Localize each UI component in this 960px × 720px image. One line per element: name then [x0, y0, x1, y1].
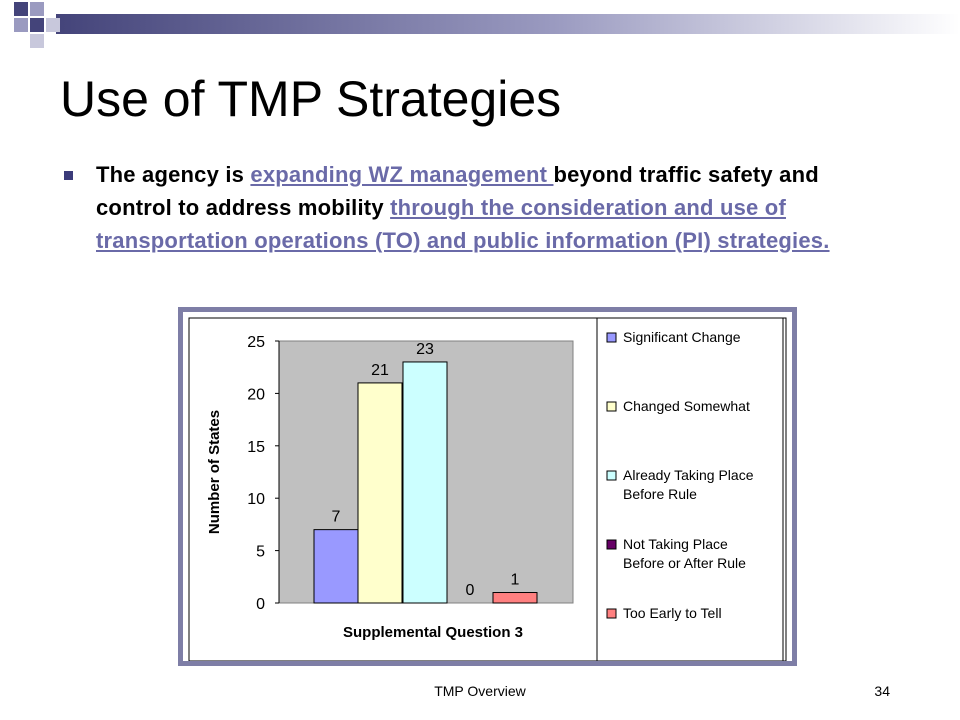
- legend-label: Already Taking Place: [623, 467, 754, 483]
- data-label: 7: [332, 509, 341, 526]
- link-expanding-wz-management[interactable]: expanding WZ management: [250, 162, 554, 187]
- legend-label-line2: Before or After Rule: [623, 555, 746, 571]
- bullet-text: The agency is expanding WZ management be…: [96, 158, 880, 257]
- y-tick-label: 25: [247, 334, 265, 351]
- page-number: 34: [874, 683, 890, 699]
- legend-label: Significant Change: [623, 329, 741, 345]
- legend-swatch: [606, 470, 617, 481]
- data-label: 1: [511, 572, 520, 589]
- x-axis-label: Supplemental Question 3: [343, 624, 523, 641]
- y-tick-label: 10: [247, 491, 265, 508]
- bullet-point: The agency is expanding WZ management be…: [60, 158, 880, 257]
- slide-title: Use of TMP Strategies: [60, 71, 562, 127]
- bullet-text-part2: beyond traffic safety and control to add…: [96, 162, 819, 220]
- legend-label: Changed Somewhat: [623, 398, 750, 414]
- legend-swatch: [606, 608, 617, 619]
- bullet-marker-icon: [64, 171, 73, 180]
- legend-box: [596, 317, 784, 661]
- legend-label-line2: Before Rule: [623, 486, 697, 502]
- chart-frame: 0 5 10 15 20 25 7 21 23 0 1 Supplemental Question 3…: [178, 307, 797, 666]
- y-tick-label: 0: [256, 596, 265, 613]
- footer-title: TMP Overview: [434, 683, 526, 699]
- bar: [357, 382, 403, 604]
- legend-swatch: [606, 332, 617, 343]
- legend-label: Too Early to Tell: [623, 605, 722, 621]
- legend-swatch: [606, 539, 617, 550]
- bar: [402, 361, 448, 604]
- y-tick-label: 15: [247, 439, 265, 456]
- y-axis-label: Number of States: [206, 410, 223, 534]
- data-label: 23: [416, 341, 434, 358]
- bullet-text-part1: The agency is: [96, 162, 251, 187]
- data-label: 21: [371, 362, 389, 379]
- y-tick-label: 5: [256, 544, 265, 561]
- bar-chart: 0 5 10 15 20 25 7 21 23 0 1 Supplemental Question 3…: [188, 317, 787, 661]
- bar: [492, 592, 538, 604]
- y-tick-label: 20: [247, 386, 265, 403]
- bar: [313, 529, 359, 604]
- header-decoration: [14, 2, 960, 48]
- legend-label: Not Taking Place: [623, 536, 728, 552]
- data-label: 0: [466, 582, 475, 599]
- link-to-pi-strategies[interactable]: through the consideration and use of tra…: [96, 195, 830, 253]
- legend-swatch: [606, 401, 617, 412]
